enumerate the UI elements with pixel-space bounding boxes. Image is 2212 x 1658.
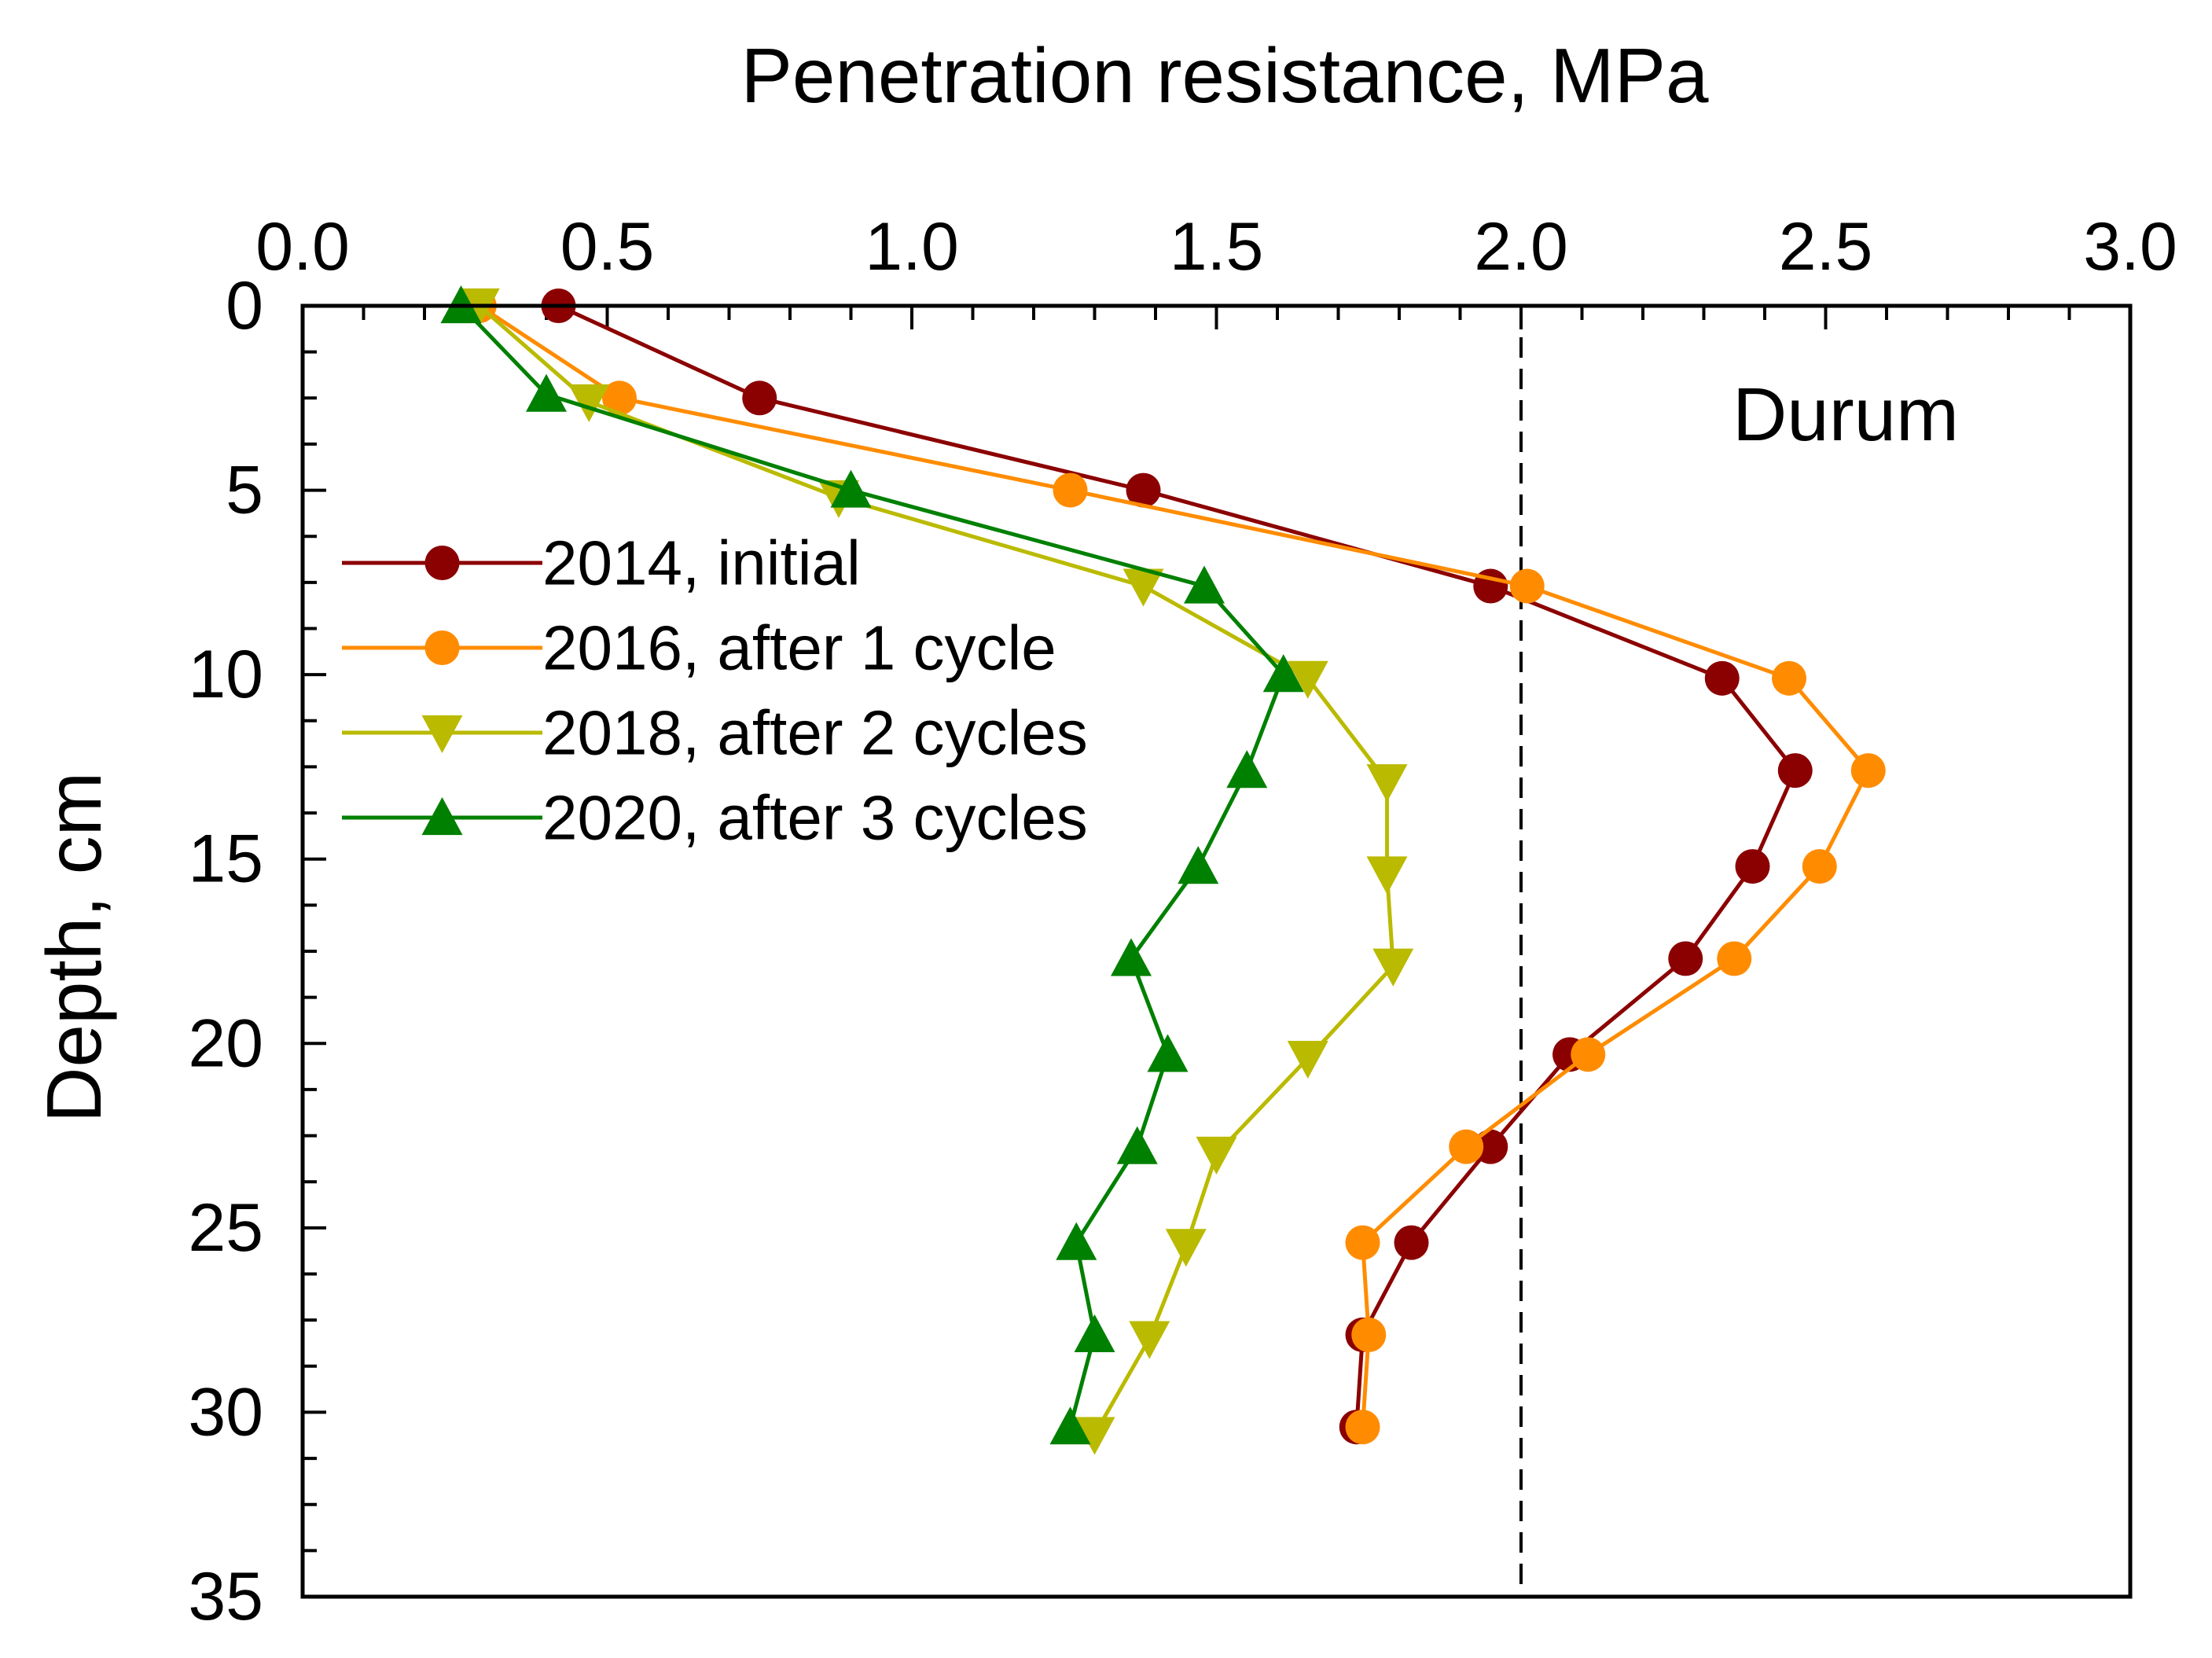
series-2	[461, 289, 1886, 1445]
x-tick-label: 2.5	[1779, 209, 1873, 285]
data-point	[1123, 568, 1164, 607]
y-tick-label: 20	[188, 1005, 263, 1081]
data-point	[1165, 1229, 1207, 1267]
legend-item: 2016, after 1 cycle	[342, 613, 1056, 683]
data-point	[1178, 846, 1219, 884]
data-point	[742, 380, 777, 416]
annotation-durum: Durum	[1732, 373, 1959, 457]
legend-item: 2018, after 2 cycles	[342, 698, 1088, 768]
legend-item: 2020, after 3 cycles	[342, 783, 1088, 853]
series-line	[557, 303, 1798, 1428]
y-axis-title: Depth, cm	[31, 772, 117, 1123]
data-point	[830, 469, 872, 508]
legend-label: 2016, after 1 cycle	[542, 613, 1056, 683]
data-point	[1074, 1417, 1115, 1455]
data-point	[1473, 1129, 1508, 1164]
y-tick-label: 0	[226, 268, 263, 344]
data-point	[1366, 856, 1408, 895]
data-point	[1196, 1136, 1237, 1175]
legend-marker	[421, 715, 463, 753]
series-4	[440, 285, 1304, 1445]
x-tick-label: 2.0	[1474, 209, 1568, 285]
data-point	[1111, 938, 1152, 976]
series-1	[541, 289, 1813, 1445]
data-point	[1772, 660, 1806, 696]
data-point	[1053, 472, 1088, 508]
data-point	[1262, 654, 1304, 693]
data-point	[1345, 1410, 1380, 1445]
series-line	[459, 304, 1286, 1428]
x-tick-label: 3.0	[2083, 209, 2177, 285]
data-point	[568, 384, 610, 422]
legend-label: 2020, after 3 cycles	[542, 783, 1088, 853]
legend-marker	[424, 546, 460, 580]
y-tick-label: 25	[188, 1190, 263, 1266]
data-point	[1351, 1317, 1387, 1352]
series-layer	[440, 285, 1886, 1455]
data-point	[1668, 941, 1703, 976]
legend-label: 2018, after 2 cycles	[542, 698, 1088, 768]
y-tick-label: 15	[188, 822, 263, 897]
x-tick-label: 0.0	[255, 209, 350, 285]
legend-marker	[424, 630, 460, 665]
data-point	[1704, 660, 1740, 696]
data-point	[1116, 1126, 1158, 1164]
y-tick-label: 10	[188, 637, 263, 712]
x-axis-title: Penetration resistance, MPa	[740, 32, 1709, 119]
data-point	[1735, 849, 1770, 884]
data-point	[1394, 1225, 1429, 1260]
data-point	[1802, 849, 1837, 884]
series-line	[478, 303, 1871, 1428]
data-point	[1449, 1129, 1484, 1164]
y-tick-label: 30	[188, 1374, 263, 1450]
data-point	[1184, 565, 1225, 604]
data-point	[1287, 660, 1328, 699]
data-point	[1074, 1314, 1115, 1353]
data-point	[1049, 1406, 1091, 1445]
data-point	[1147, 1034, 1189, 1072]
plot-frame	[300, 303, 2133, 1599]
series-line	[478, 304, 1395, 1436]
data-point	[1717, 941, 1752, 976]
data-point	[1287, 1040, 1328, 1079]
x-tick-label: 0.5	[560, 209, 655, 285]
data-point	[1366, 764, 1408, 803]
data-point	[1226, 750, 1268, 789]
data-point	[1126, 472, 1161, 508]
x-tick-label: 1.5	[1170, 209, 1264, 285]
data-point	[1777, 753, 1813, 789]
data-point	[1850, 753, 1886, 789]
legend: 2014, initial 2016, after 1 cycle 2018, af…	[342, 528, 1088, 853]
data-point	[1509, 568, 1545, 604]
axis-ticks: 0.0 0.5 1.0 1.5 2.0 2.5 3.0 0 5 10 15 20 25 30 35	[188, 209, 2177, 1634]
legend-marker	[421, 797, 463, 836]
data-point	[602, 380, 637, 416]
x-tick-label: 1.0	[865, 209, 959, 285]
y-tick-label: 5	[226, 453, 263, 528]
data-point	[1372, 948, 1414, 987]
data-point	[526, 373, 567, 412]
data-point	[1345, 1225, 1380, 1260]
data-point	[1056, 1222, 1097, 1260]
legend-item: 2014, initial	[342, 528, 861, 598]
y-tick-label: 35	[188, 1559, 263, 1634]
legend-label: 2014, initial	[542, 528, 861, 598]
data-point	[1571, 1037, 1606, 1072]
data-point	[1129, 1321, 1170, 1359]
